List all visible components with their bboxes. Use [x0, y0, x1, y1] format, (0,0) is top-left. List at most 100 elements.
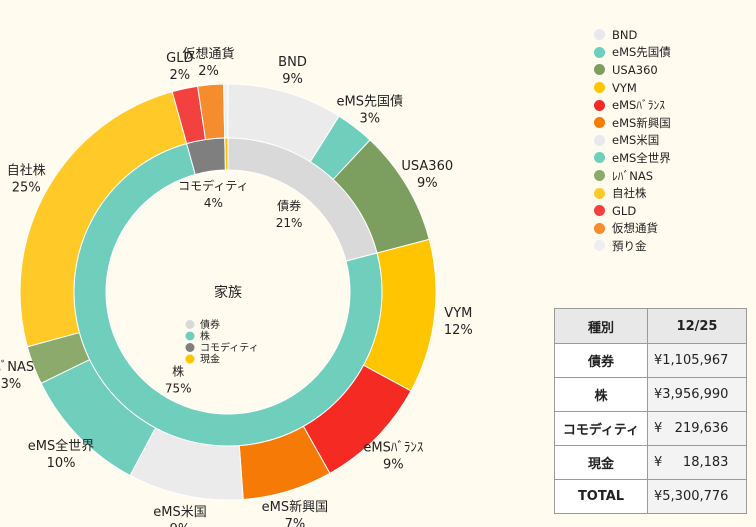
inner-legend-label: コモディティ	[200, 341, 259, 354]
center-title: 家族	[214, 284, 242, 301]
legend-item: VYM	[594, 79, 671, 97]
outer-slice	[223, 83, 229, 139]
legend-item: GLD	[594, 202, 671, 220]
legend-swatch	[594, 152, 605, 164]
inner-slice	[73, 143, 383, 447]
legend-label: eMS全世界	[612, 150, 671, 165]
summary-value: ¥1,105,967	[647, 343, 747, 378]
inner-percent: 75%	[165, 382, 192, 396]
outer-percent: 25%	[12, 180, 41, 195]
summary-row-total: TOTAL ¥5,300,776	[554, 479, 747, 514]
legend-label: eMS米国	[612, 133, 660, 148]
legend-item: eMS全世界	[594, 149, 671, 167]
inner-legend-swatch	[185, 354, 195, 364]
outer-label: eMSﾊﾞﾗﾝｽ	[363, 441, 423, 456]
inner-legend-swatch	[185, 320, 195, 329]
legend-item: 自社株	[594, 184, 671, 202]
legend-label: 預り金	[612, 238, 647, 253]
outer-percent: 2%	[198, 64, 219, 79]
legend-swatch	[594, 205, 605, 217]
legend-item: eMS新興国	[594, 114, 671, 132]
summary-value: ¥ 219,636	[647, 411, 747, 446]
summary-table: 種別 12/25 債券 ¥1,105,967 株 ¥3,956,990 コモディ…	[554, 308, 747, 514]
outer-percent: 7%	[285, 517, 306, 527]
legend-swatch	[594, 46, 605, 58]
inner-legend-label: 現金	[200, 353, 220, 366]
inner-percent: 21%	[276, 216, 303, 230]
summary-label: 債券	[554, 343, 648, 378]
summary-header-row: 種別 12/25	[554, 308, 747, 344]
legend-item: ﾚﾊﾞNAS	[594, 167, 671, 185]
legend-swatch	[594, 82, 605, 94]
legend-swatch	[594, 134, 605, 146]
legend-label: USA360	[612, 62, 658, 77]
inner-label: 債券	[277, 198, 301, 213]
outer-percent: 3%	[1, 377, 22, 392]
donut-chart: BND 9% eMS先国債 3% USA360 9% VYM 12% eMSﾊﾞﾗﾝｽ 9% eMS…	[0, 46, 473, 527]
outer-percent: 2%	[170, 68, 191, 83]
legend-swatch	[594, 240, 605, 252]
legend-label: eMS新興国	[612, 115, 671, 130]
inner-label: 株	[172, 364, 184, 379]
chart-legend: BND eMS先国債 USA360 VYM eMSﾊﾞﾗﾝｽ eMS新興国 eMS米国 eMS…	[594, 26, 671, 255]
summary-label: 現金	[554, 445, 648, 480]
legend-swatch	[594, 29, 605, 41]
summary-value: ¥3,956,990	[647, 377, 747, 412]
inner-label: コモディティ	[178, 178, 248, 193]
legend-label: BND	[612, 27, 638, 42]
summary-header-date: 12/25	[647, 308, 747, 344]
summary-header-type: 種別	[554, 308, 648, 344]
outer-label: BND	[278, 55, 307, 70]
summary-label: コモディティ	[554, 411, 648, 446]
legend-label: GLD	[612, 203, 637, 218]
legend-label: eMSﾊﾞﾗﾝｽ	[612, 98, 666, 113]
outer-percent: 9%	[417, 176, 438, 191]
legend-label: eMS先国債	[612, 45, 671, 60]
summary-row: 現金 ¥ 18,183	[554, 445, 747, 480]
summary-row: 株 ¥3,956,990	[554, 377, 747, 412]
inner-legend-label: 株	[200, 330, 210, 343]
legend-item: eMS先国債	[594, 44, 671, 62]
outer-percent: 9%	[170, 522, 191, 527]
outer-label: eMS全世界	[28, 438, 94, 454]
inner-slice	[224, 137, 229, 171]
summary-row: 債券 ¥1,105,967	[554, 343, 747, 378]
outer-label: eMS先国債	[337, 94, 403, 109]
outer-label: 自社株	[7, 162, 46, 178]
outer-percent: 10%	[47, 456, 76, 471]
legend-swatch	[594, 187, 605, 199]
legend-item: 預り金	[594, 237, 671, 255]
legend-item: USA360	[594, 61, 671, 79]
outer-label: eMS新興国	[262, 499, 328, 515]
inner-legend-label: 債券	[200, 318, 220, 331]
summary-label: 株	[554, 377, 648, 412]
outer-percent: 12%	[444, 323, 473, 338]
legend-label: ﾚﾊﾞNAS	[612, 168, 654, 183]
outer-label: GLD	[166, 51, 193, 66]
legend-swatch	[594, 222, 605, 234]
inner-legend-swatch	[185, 343, 195, 352]
legend-item: BND	[594, 26, 671, 44]
legend-swatch	[594, 170, 605, 182]
outer-label: USA360	[401, 159, 453, 174]
summary-label: TOTAL	[554, 479, 648, 514]
outer-label: eMS米国	[153, 505, 206, 520]
legend-item: eMSﾊﾞﾗﾝｽ	[594, 96, 671, 114]
summary-value: ¥ 18,183	[647, 445, 747, 480]
outer-label: ﾚﾊﾞNAS	[0, 360, 34, 375]
inner-percent: 4%	[204, 196, 223, 210]
outer-percent: 9%	[383, 458, 404, 473]
outer-percent: 3%	[359, 111, 380, 126]
legend-label: 仮想通貨	[612, 221, 658, 236]
legend-item: eMS米国	[594, 132, 671, 150]
legend-item: 仮想通貨	[594, 220, 671, 238]
legend-swatch	[594, 99, 605, 111]
outer-label: VYM	[444, 306, 472, 321]
outer-label: 仮想通貨	[183, 46, 235, 62]
legend-label: VYM	[612, 80, 637, 95]
summary-row: コモディティ ¥ 219,636	[554, 411, 747, 446]
legend-label: 自社株	[612, 186, 647, 201]
inner-legend-swatch	[185, 331, 195, 341]
legend-swatch	[594, 117, 605, 129]
outer-percent: 9%	[282, 72, 303, 87]
